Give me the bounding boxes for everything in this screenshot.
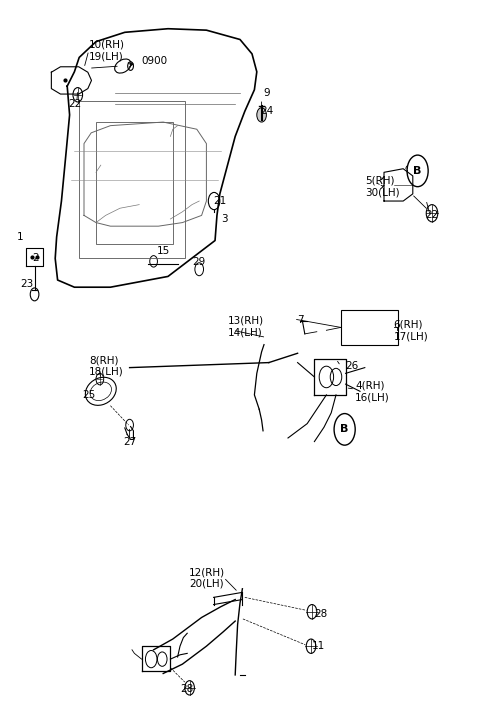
- Text: 2: 2: [33, 253, 39, 264]
- Text: 0900: 0900: [142, 56, 168, 66]
- Text: 4(RH)
16(LH): 4(RH) 16(LH): [355, 381, 390, 402]
- Bar: [341, 310, 398, 345]
- Text: 15: 15: [156, 246, 170, 256]
- Text: 24: 24: [260, 106, 273, 116]
- Text: B: B: [413, 166, 422, 176]
- Text: 28: 28: [314, 609, 328, 619]
- Text: 27: 27: [123, 437, 136, 447]
- Text: 13(RH)
14(LH): 13(RH) 14(LH): [228, 316, 264, 337]
- Text: 12(RH)
20(LH): 12(RH) 20(LH): [188, 567, 225, 589]
- Text: 22: 22: [68, 99, 81, 109]
- Text: 26: 26: [346, 361, 359, 371]
- Text: 22: 22: [425, 210, 439, 220]
- Text: 9: 9: [263, 88, 270, 98]
- Text: 3: 3: [221, 214, 228, 224]
- Text: 28: 28: [180, 684, 194, 694]
- Circle shape: [257, 108, 266, 122]
- Text: 29: 29: [192, 257, 206, 267]
- Text: 21: 21: [214, 196, 227, 206]
- Text: 8(RH)
18(LH): 8(RH) 18(LH): [89, 355, 123, 377]
- Text: 5(RH)
30(LH): 5(RH) 30(LH): [365, 176, 399, 197]
- Text: 23: 23: [20, 279, 33, 289]
- Text: 25: 25: [82, 390, 96, 400]
- Text: B: B: [340, 424, 349, 434]
- Text: 6(RH)
17(LH): 6(RH) 17(LH): [394, 320, 428, 341]
- Text: 11: 11: [312, 641, 325, 651]
- Text: 1: 1: [17, 232, 24, 242]
- Text: 7: 7: [298, 314, 304, 325]
- Text: 10(RH)
19(LH): 10(RH) 19(LH): [89, 39, 125, 61]
